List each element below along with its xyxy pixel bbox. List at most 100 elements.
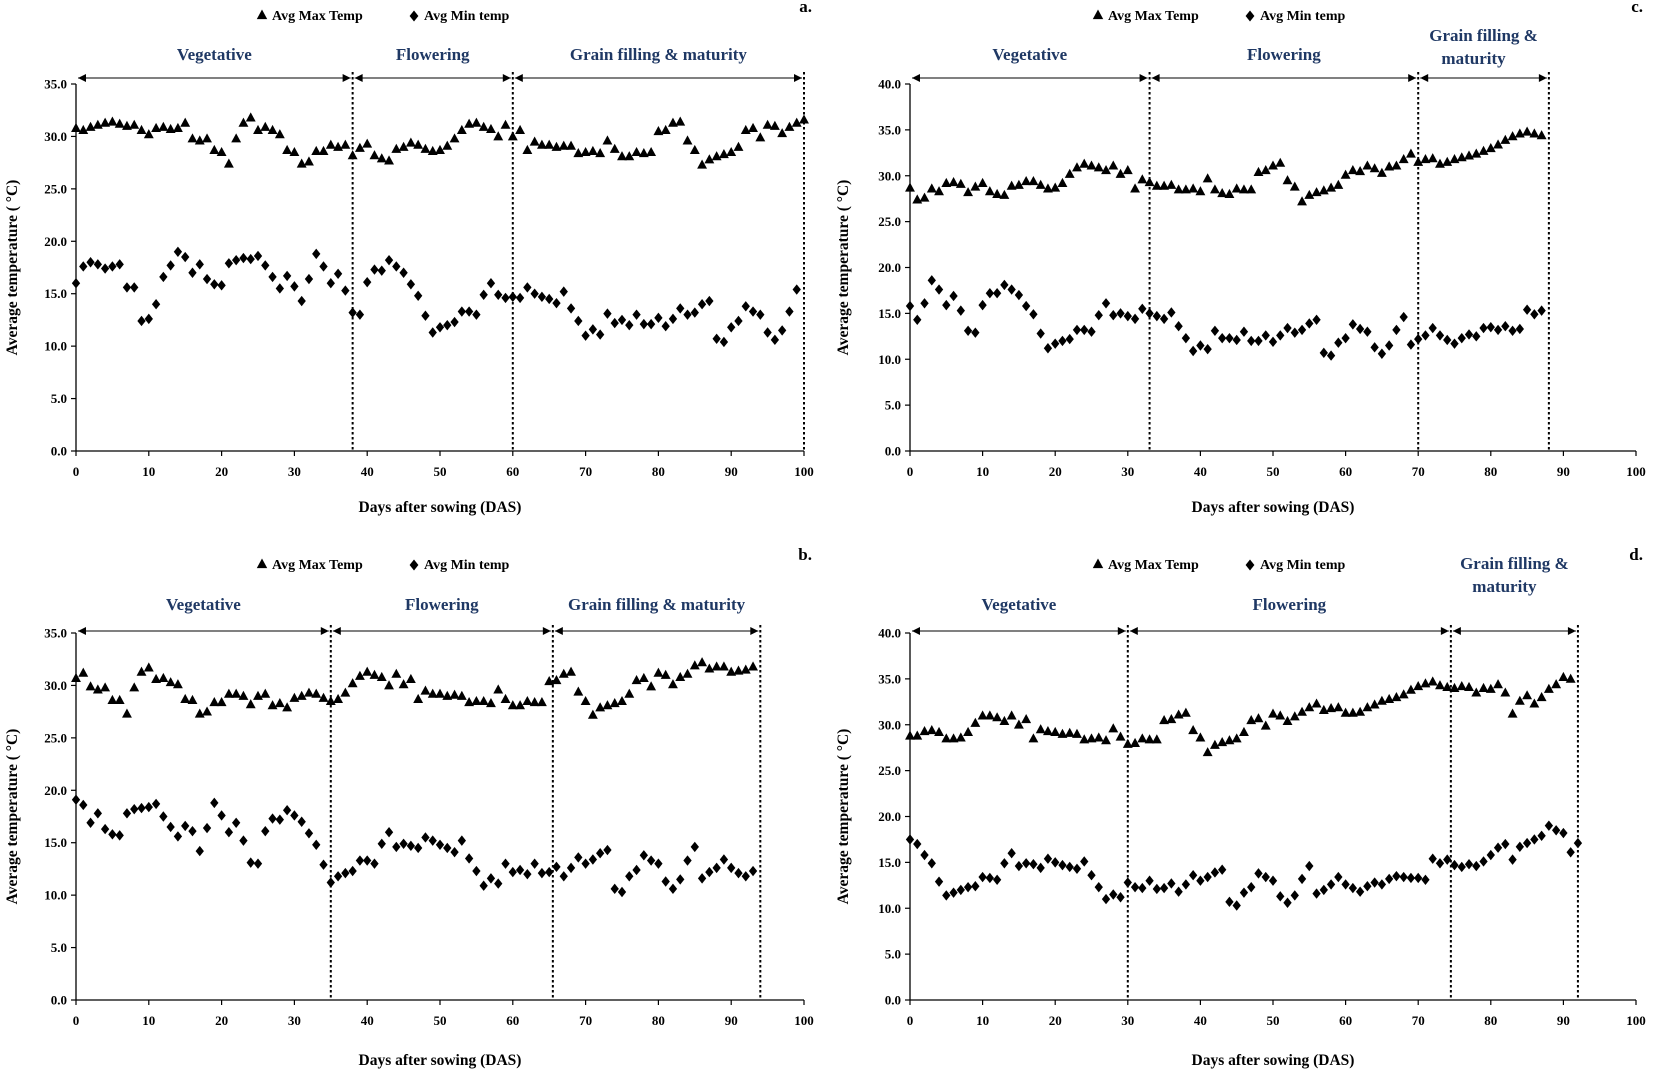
data-point-max-temp	[689, 144, 700, 154]
data-point-min-temp	[1145, 875, 1154, 886]
data-point-min-temp	[1022, 858, 1031, 869]
data-point-min-temp	[1203, 343, 1212, 355]
data-point-max-temp	[638, 672, 649, 682]
data-point-max-temp	[129, 119, 140, 129]
data-point-max-temp	[114, 118, 125, 128]
data-point-min-temp	[137, 802, 146, 814]
data-point-max-temp	[1231, 733, 1242, 743]
data-point-min-temp	[639, 318, 648, 330]
data-point-max-temp	[238, 117, 249, 127]
series-avg-min-temp	[905, 275, 1546, 361]
series-avg-min-temp	[905, 820, 1583, 911]
data-point-max-temp	[777, 128, 788, 138]
data-point-min-temp	[1290, 327, 1299, 338]
x-tick-label: 40	[361, 464, 374, 479]
data-point-min-temp	[1392, 324, 1401, 336]
data-point-min-temp	[508, 291, 517, 303]
data-point-max-temp	[1079, 734, 1090, 744]
data-point-min-temp	[1297, 324, 1307, 336]
data-point-max-temp	[704, 154, 715, 164]
data-point-min-temp	[1167, 878, 1176, 889]
data-point-max-temp	[507, 700, 518, 710]
x-tick-label: 70	[579, 464, 592, 479]
data-point-min-temp	[1130, 313, 1140, 325]
data-point-max-temp	[1543, 683, 1554, 693]
data-point-min-temp	[232, 254, 241, 266]
legend-diamond-marker	[1245, 559, 1255, 571]
data-point-max-temp	[427, 145, 438, 156]
data-point-min-temp	[1428, 322, 1437, 334]
x-tick-label: 60	[1339, 464, 1352, 479]
data-point-max-temp	[653, 667, 664, 677]
data-point-min-temp	[501, 292, 510, 304]
data-point-min-temp	[166, 821, 175, 833]
data-point-min-temp	[224, 258, 234, 269]
stage-arrow-head-right	[1117, 627, 1126, 635]
data-point-max-temp	[172, 679, 183, 689]
data-point-min-temp	[1058, 859, 1067, 871]
data-point-max-temp	[1064, 168, 1075, 178]
data-point-min-temp	[1530, 309, 1539, 320]
data-point-max-temp	[507, 131, 518, 141]
data-point-min-temp	[1283, 322, 1292, 334]
data-point-max-temp	[697, 657, 708, 667]
data-point-max-temp	[1558, 671, 1569, 681]
data-point-max-temp	[668, 117, 678, 127]
data-point-min-temp	[1573, 837, 1583, 849]
data-point-min-temp	[115, 259, 124, 270]
data-point-min-temp	[949, 887, 958, 898]
data-point-min-temp	[1414, 872, 1423, 884]
data-point-min-temp	[610, 883, 619, 895]
data-point-min-temp	[1181, 879, 1191, 890]
data-point-min-temp	[464, 306, 474, 317]
data-point-min-temp	[472, 865, 481, 877]
data-point-min-temp	[1355, 323, 1365, 335]
stage-label-line2: maturity	[1441, 49, 1506, 68]
data-point-min-temp	[1341, 879, 1350, 890]
data-point-min-temp	[1072, 324, 1082, 336]
stage-label: Flowering	[1247, 45, 1321, 64]
data-point-max-temp	[71, 672, 81, 682]
data-point-min-temp	[639, 850, 648, 861]
data-point-min-temp	[610, 317, 619, 329]
data-point-max-temp	[1464, 681, 1474, 692]
chart-panel-d: 0.0 5.0 10.0 15.0 20.0 25.0 30.0 35.0 40.0 0 10 20 3…	[835, 545, 1646, 1069]
data-point-max-temp	[289, 146, 300, 157]
data-point-max-temp	[187, 133, 198, 143]
data-point-min-temp	[992, 287, 1002, 299]
data-point-min-temp	[100, 823, 110, 835]
data-point-max-temp	[573, 686, 584, 696]
data-point-min-temp	[355, 309, 365, 320]
data-point-min-temp	[603, 308, 612, 319]
data-point-min-temp	[282, 270, 292, 282]
data-point-min-temp	[1399, 871, 1408, 883]
data-point-min-temp	[661, 876, 670, 887]
y-tick-label: 25.0	[878, 763, 901, 778]
data-point-max-temp	[1246, 714, 1257, 725]
data-point-min-temp	[756, 309, 765, 320]
data-point-min-temp	[1472, 860, 1481, 872]
data-point-min-temp	[770, 334, 780, 346]
data-point-max-temp	[1108, 160, 1119, 170]
data-point-max-temp	[1326, 703, 1337, 713]
data-point-min-temp	[559, 286, 568, 297]
data-point-max-temp	[1188, 725, 1199, 735]
data-point-max-temp	[905, 730, 915, 740]
y-tick-label: 5.0	[885, 398, 901, 413]
data-point-max-temp	[282, 144, 293, 154]
data-point-min-temp	[443, 842, 452, 854]
data-point-max-temp	[340, 139, 351, 149]
data-point-min-temp	[1326, 350, 1336, 361]
data-point-min-temp	[108, 829, 117, 840]
data-point-min-temp	[741, 301, 750, 312]
data-point-min-temp	[617, 314, 627, 326]
data-point-max-temp	[1413, 156, 1424, 166]
series-avg-max-temp	[905, 671, 1576, 757]
data-point-min-temp	[971, 881, 980, 892]
data-point-max-temp	[304, 687, 314, 697]
data-point-min-temp	[683, 855, 692, 866]
data-point-max-temp	[733, 665, 744, 675]
x-tick-label: 80	[1484, 1013, 1497, 1028]
data-point-max-temp	[333, 141, 344, 151]
data-point-min-temp	[1334, 871, 1343, 883]
